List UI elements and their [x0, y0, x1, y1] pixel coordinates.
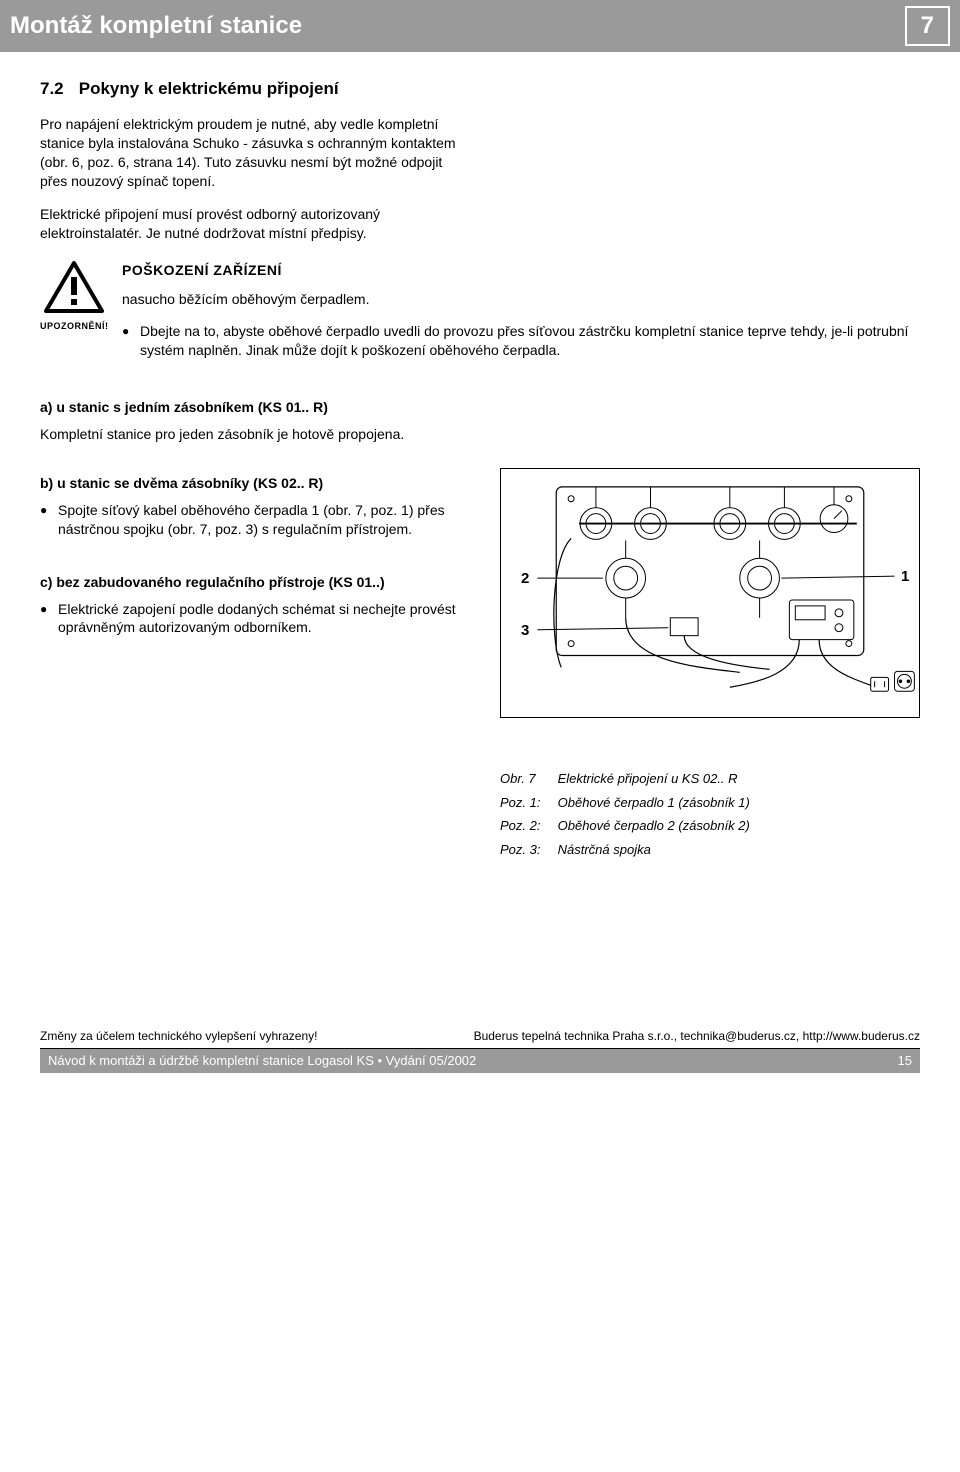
footer-right-small: Buderus tepelná technika Praha s.r.o., t…: [474, 1028, 920, 1044]
section-b-bullets: Spojte síťový kabel oběhového čerpadla 1…: [40, 501, 460, 539]
figure-poz-2-lead: Poz. 2:: [500, 817, 554, 835]
figure-caption-text: Elektrické připojení u KS 02.. R: [558, 771, 738, 786]
figure-label-2: 2: [521, 569, 529, 589]
footer-bar: Návod k montáži a údržbě kompletní stani…: [40, 1049, 920, 1073]
section-c-head: c) bez zabudovaného regulačního přístroj…: [40, 573, 460, 592]
section-b-c-left: b) u stanic se dvěma zásobníky (KS 02.. …: [40, 468, 460, 647]
page-footer: Změny za účelem technického vylepšení vy…: [0, 1028, 960, 1073]
warning-block: UPOZORNĚNÍ! POŠKOZENÍ ZAŘÍZENÍ nasucho b…: [40, 261, 920, 371]
intro-block: Pro napájení elektrickým proudem je nutn…: [40, 115, 460, 242]
section-a-p: Kompletní stanice pro jeden zásobník je …: [40, 425, 460, 444]
section-a-head: a) u stanic s jedním zásobníkem (KS 01..…: [40, 398, 460, 417]
figure-caption-lead: Obr. 7: [500, 770, 554, 788]
figure-poz-3-text: Nástrčná spojka: [558, 842, 651, 857]
page-header: Montáž kompletní stanice 7: [0, 0, 960, 52]
intro-p1: Pro napájení elektrickým proudem je nutn…: [40, 115, 460, 191]
warning-bullet-1: Dbejte na to, abyste oběhové čerpadlo uv…: [122, 322, 920, 360]
warning-triangle-icon: [44, 300, 104, 316]
section-b-c-figure-row: b) u stanic se dvěma zásobníky (KS 02.. …: [40, 468, 920, 858]
footer-bar-right: 15: [898, 1052, 912, 1070]
figure-poz-3-lead: Poz. 3:: [500, 841, 554, 859]
warning-head: POŠKOZENÍ ZAŘÍZENÍ: [122, 261, 920, 280]
page-content: 7.2 Pokyny k elektrickému připojení Pro …: [0, 52, 960, 868]
header-title: Montáž kompletní stanice: [10, 10, 905, 42]
warning-body: POŠKOZENÍ ZAŘÍZENÍ nasucho běžícím oběho…: [122, 261, 920, 371]
figure-column: 2 3 1 Obr. 7 Elektrické připojení u KS 0…: [500, 468, 920, 858]
section-number: 7.2: [40, 78, 74, 101]
footer-bar-left: Návod k montáži a údržbě kompletní stani…: [48, 1052, 476, 1070]
footer-small-line: Změny za účelem technického vylepšení vy…: [40, 1028, 920, 1046]
figure-caption: Obr. 7 Elektrické připojení u KS 02.. R: [500, 770, 920, 788]
section-heading: 7.2 Pokyny k elektrickému připojení: [40, 78, 920, 101]
station-diagram-icon: [501, 469, 919, 717]
figure-poz-1: Poz. 1: Oběhové čerpadlo 1 (zásobník 1): [500, 794, 920, 812]
section-b-bullet-1: Spojte síťový kabel oběhového čerpadla 1…: [40, 501, 460, 539]
section-c-bullet-1: Elektrické zapojení podle dodaných schém…: [40, 600, 460, 638]
figure-poz-2-text: Oběhové čerpadlo 2 (zásobník 2): [558, 818, 750, 833]
warning-label: UPOZORNĚNÍ!: [40, 320, 108, 332]
figure-label-1: 1: [901, 567, 909, 587]
section-b-head: b) u stanic se dvěma zásobníky (KS 02.. …: [40, 474, 460, 493]
figure-poz-1-text: Oběhové čerpadlo 1 (zásobník 1): [558, 795, 750, 810]
header-page-badge: 7: [905, 6, 950, 46]
figure-poz-3: Poz. 3: Nástrčná spojka: [500, 841, 920, 859]
figure-7-diagram: 2 3 1: [500, 468, 920, 718]
figure-poz-2: Poz. 2: Oběhové čerpadlo 2 (zásobník 2): [500, 817, 920, 835]
figure-label-3: 3: [521, 621, 529, 641]
warning-icon-column: UPOZORNĚNÍ!: [40, 261, 108, 371]
section-a: a) u stanic s jedním zásobníkem (KS 01..…: [40, 398, 460, 444]
figure-poz-1-lead: Poz. 1:: [500, 794, 554, 812]
warning-bullets: Dbejte na to, abyste oběhové čerpadlo uv…: [122, 322, 920, 360]
intro-p2: Elektrické připojení musí provést odborn…: [40, 205, 460, 243]
section-title: Pokyny k elektrickému připojení: [79, 79, 339, 98]
section-c-bullets: Elektrické zapojení podle dodaných schém…: [40, 600, 460, 638]
warning-line1: nasucho běžícím oběhovým čerpadlem.: [122, 290, 920, 309]
footer-left-small: Změny za účelem technického vylepšení vy…: [40, 1028, 317, 1044]
